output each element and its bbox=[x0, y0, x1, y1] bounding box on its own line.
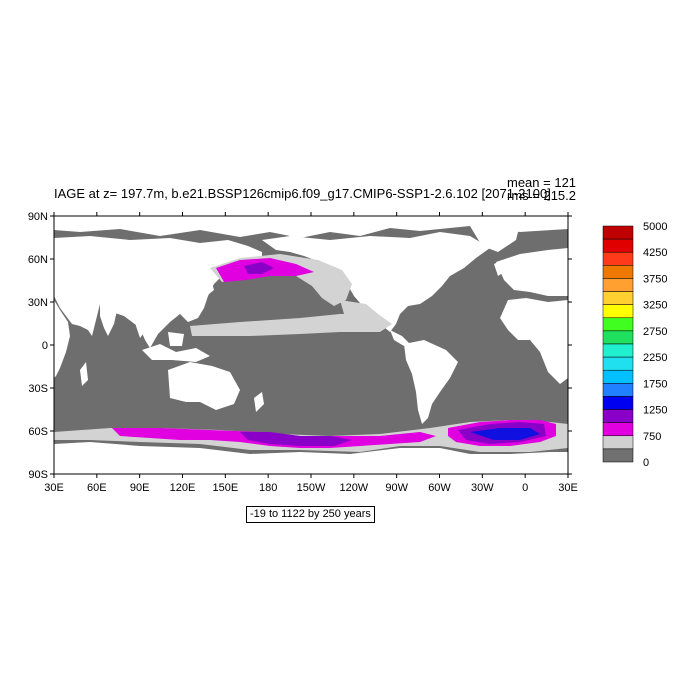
japan bbox=[200, 276, 214, 298]
colorbar-swatch bbox=[602, 409, 634, 423]
india bbox=[100, 304, 118, 336]
colorbar-swatch bbox=[602, 265, 634, 279]
europe bbox=[496, 248, 568, 296]
colorbar-label: 0 bbox=[643, 457, 649, 469]
southern-ocean-purple bbox=[240, 432, 352, 446]
colorbar-swatch bbox=[602, 448, 634, 463]
colorbar-swatch bbox=[602, 317, 634, 332]
lat-label: 60N bbox=[28, 254, 48, 266]
colorbar-swatch bbox=[602, 238, 634, 253]
map-area bbox=[54, 216, 568, 474]
lon-label: 120W bbox=[339, 482, 368, 494]
colorbar-swatch bbox=[602, 251, 634, 266]
lon-label: 90W bbox=[385, 482, 408, 494]
central-america bbox=[390, 330, 410, 346]
colorbar-swatch bbox=[602, 369, 634, 384]
eurasia-africa bbox=[54, 236, 262, 348]
plot-title: IAGE at z= 197.7m, b.e21.BSSP126cmip6.f0… bbox=[54, 186, 551, 201]
colorbar-label: 1250 bbox=[643, 405, 667, 417]
colorbar-label: 5000 bbox=[643, 221, 667, 233]
colorbar-swatch bbox=[602, 330, 634, 345]
colorbar-swatch bbox=[602, 343, 634, 358]
north-pacific-purple bbox=[244, 262, 274, 274]
lat-label: 90N bbox=[28, 211, 48, 223]
new-zealand bbox=[254, 392, 264, 412]
colorbar-swatch bbox=[602, 291, 634, 305]
lon-label: 30E bbox=[44, 482, 64, 494]
lon-label: 30W bbox=[471, 482, 494, 494]
africa bbox=[54, 300, 70, 378]
colorbar-swatch bbox=[602, 356, 634, 371]
colorbar-swatch bbox=[602, 225, 634, 240]
australia bbox=[168, 362, 240, 410]
lat-label: 90S bbox=[28, 469, 48, 481]
south-america bbox=[404, 340, 458, 424]
lon-label: 0 bbox=[522, 482, 528, 494]
arctic-land bbox=[54, 216, 568, 238]
colorbar-swatch bbox=[602, 278, 634, 292]
antarctica bbox=[54, 442, 568, 474]
lat-label: 60S bbox=[28, 426, 48, 438]
lat-label: 30S bbox=[28, 383, 48, 395]
colorbar-swatch bbox=[602, 383, 634, 397]
lon-label: 60W bbox=[428, 482, 451, 494]
lon-label: 180 bbox=[259, 482, 277, 494]
uk bbox=[494, 260, 504, 276]
colorbar-label: 3250 bbox=[643, 300, 667, 312]
colorbar-label: 1750 bbox=[643, 378, 667, 390]
africa-east bbox=[500, 298, 568, 384]
colorbar-swatch bbox=[602, 435, 634, 450]
lon-label: 30E bbox=[558, 482, 578, 494]
colorbar-label: 4250 bbox=[643, 247, 667, 259]
east-pacific-lowage bbox=[340, 300, 378, 318]
lon-label: 60E bbox=[87, 482, 107, 494]
colorbar-swatch bbox=[602, 422, 634, 437]
colorbar-label: 2250 bbox=[643, 352, 667, 364]
lat-label: 0 bbox=[42, 340, 48, 352]
lon-label: 150W bbox=[297, 482, 326, 494]
colorbar-label: 750 bbox=[643, 431, 661, 443]
mean-stat: mean = 121 bbox=[507, 175, 577, 190]
colorbar: 5000 4250 3750 3250 2750 2250 1750 1250 750 0 bbox=[602, 221, 667, 469]
north-america bbox=[262, 232, 490, 332]
colorbar-swatch bbox=[602, 396, 634, 410]
lon-label: 90E bbox=[130, 482, 150, 494]
contour-range-note: -19 to 1122 by 250 years bbox=[246, 506, 375, 523]
colorbar-label: 2750 bbox=[643, 326, 667, 338]
greenland bbox=[470, 224, 520, 252]
indonesia bbox=[142, 344, 210, 362]
arabia bbox=[70, 300, 96, 326]
pacific-band-lowage bbox=[190, 314, 392, 336]
rms-stat: rms = 215.2 bbox=[507, 188, 577, 203]
lat-label: 30N bbox=[28, 297, 48, 309]
lon-label: 150E bbox=[212, 482, 238, 494]
lon-label: 120E bbox=[170, 482, 196, 494]
indochina bbox=[132, 306, 148, 338]
madagascar bbox=[80, 362, 88, 386]
colorbar-label: 3750 bbox=[643, 273, 667, 285]
colorbar-swatch bbox=[602, 304, 634, 319]
weddell-blue bbox=[470, 428, 540, 440]
borneo bbox=[168, 332, 184, 346]
